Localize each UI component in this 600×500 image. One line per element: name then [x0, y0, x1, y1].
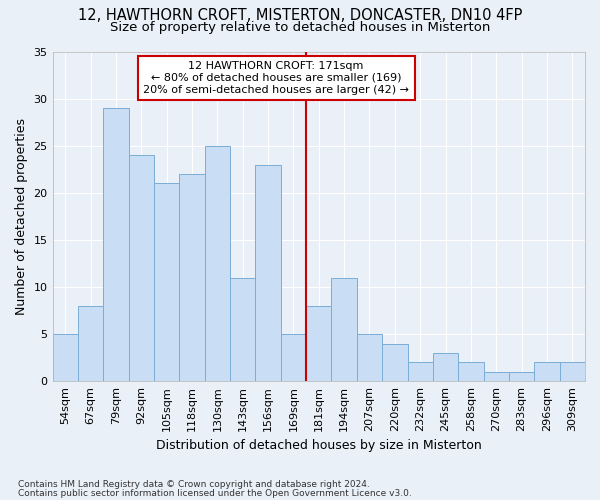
X-axis label: Distribution of detached houses by size in Misterton: Distribution of detached houses by size …	[156, 440, 482, 452]
Bar	[407, 362, 433, 382]
Bar	[128, 155, 154, 382]
Bar	[154, 184, 179, 382]
Bar	[306, 306, 331, 382]
Text: Size of property relative to detached houses in Misterton: Size of property relative to detached ho…	[110, 21, 490, 34]
Bar	[103, 108, 128, 382]
Bar	[484, 372, 509, 382]
Bar	[357, 334, 382, 382]
Text: 12, HAWTHORN CROFT, MISTERTON, DONCASTER, DN10 4FP: 12, HAWTHORN CROFT, MISTERTON, DONCASTER…	[78, 8, 522, 22]
Bar	[331, 278, 357, 382]
Bar	[256, 164, 281, 382]
Bar	[433, 353, 458, 382]
Text: 12 HAWTHORN CROFT: 171sqm
← 80% of detached houses are smaller (169)
20% of semi: 12 HAWTHORN CROFT: 171sqm ← 80% of detac…	[143, 62, 409, 94]
Bar	[382, 344, 407, 382]
Bar	[509, 372, 534, 382]
Bar	[205, 146, 230, 382]
Bar	[230, 278, 256, 382]
Bar	[179, 174, 205, 382]
Bar	[534, 362, 560, 382]
Bar	[281, 334, 306, 382]
Bar	[78, 306, 103, 382]
Bar	[560, 362, 585, 382]
Bar	[53, 334, 78, 382]
Text: Contains HM Land Registry data © Crown copyright and database right 2024.: Contains HM Land Registry data © Crown c…	[18, 480, 370, 489]
Y-axis label: Number of detached properties: Number of detached properties	[15, 118, 28, 315]
Text: Contains public sector information licensed under the Open Government Licence v3: Contains public sector information licen…	[18, 488, 412, 498]
Bar	[458, 362, 484, 382]
